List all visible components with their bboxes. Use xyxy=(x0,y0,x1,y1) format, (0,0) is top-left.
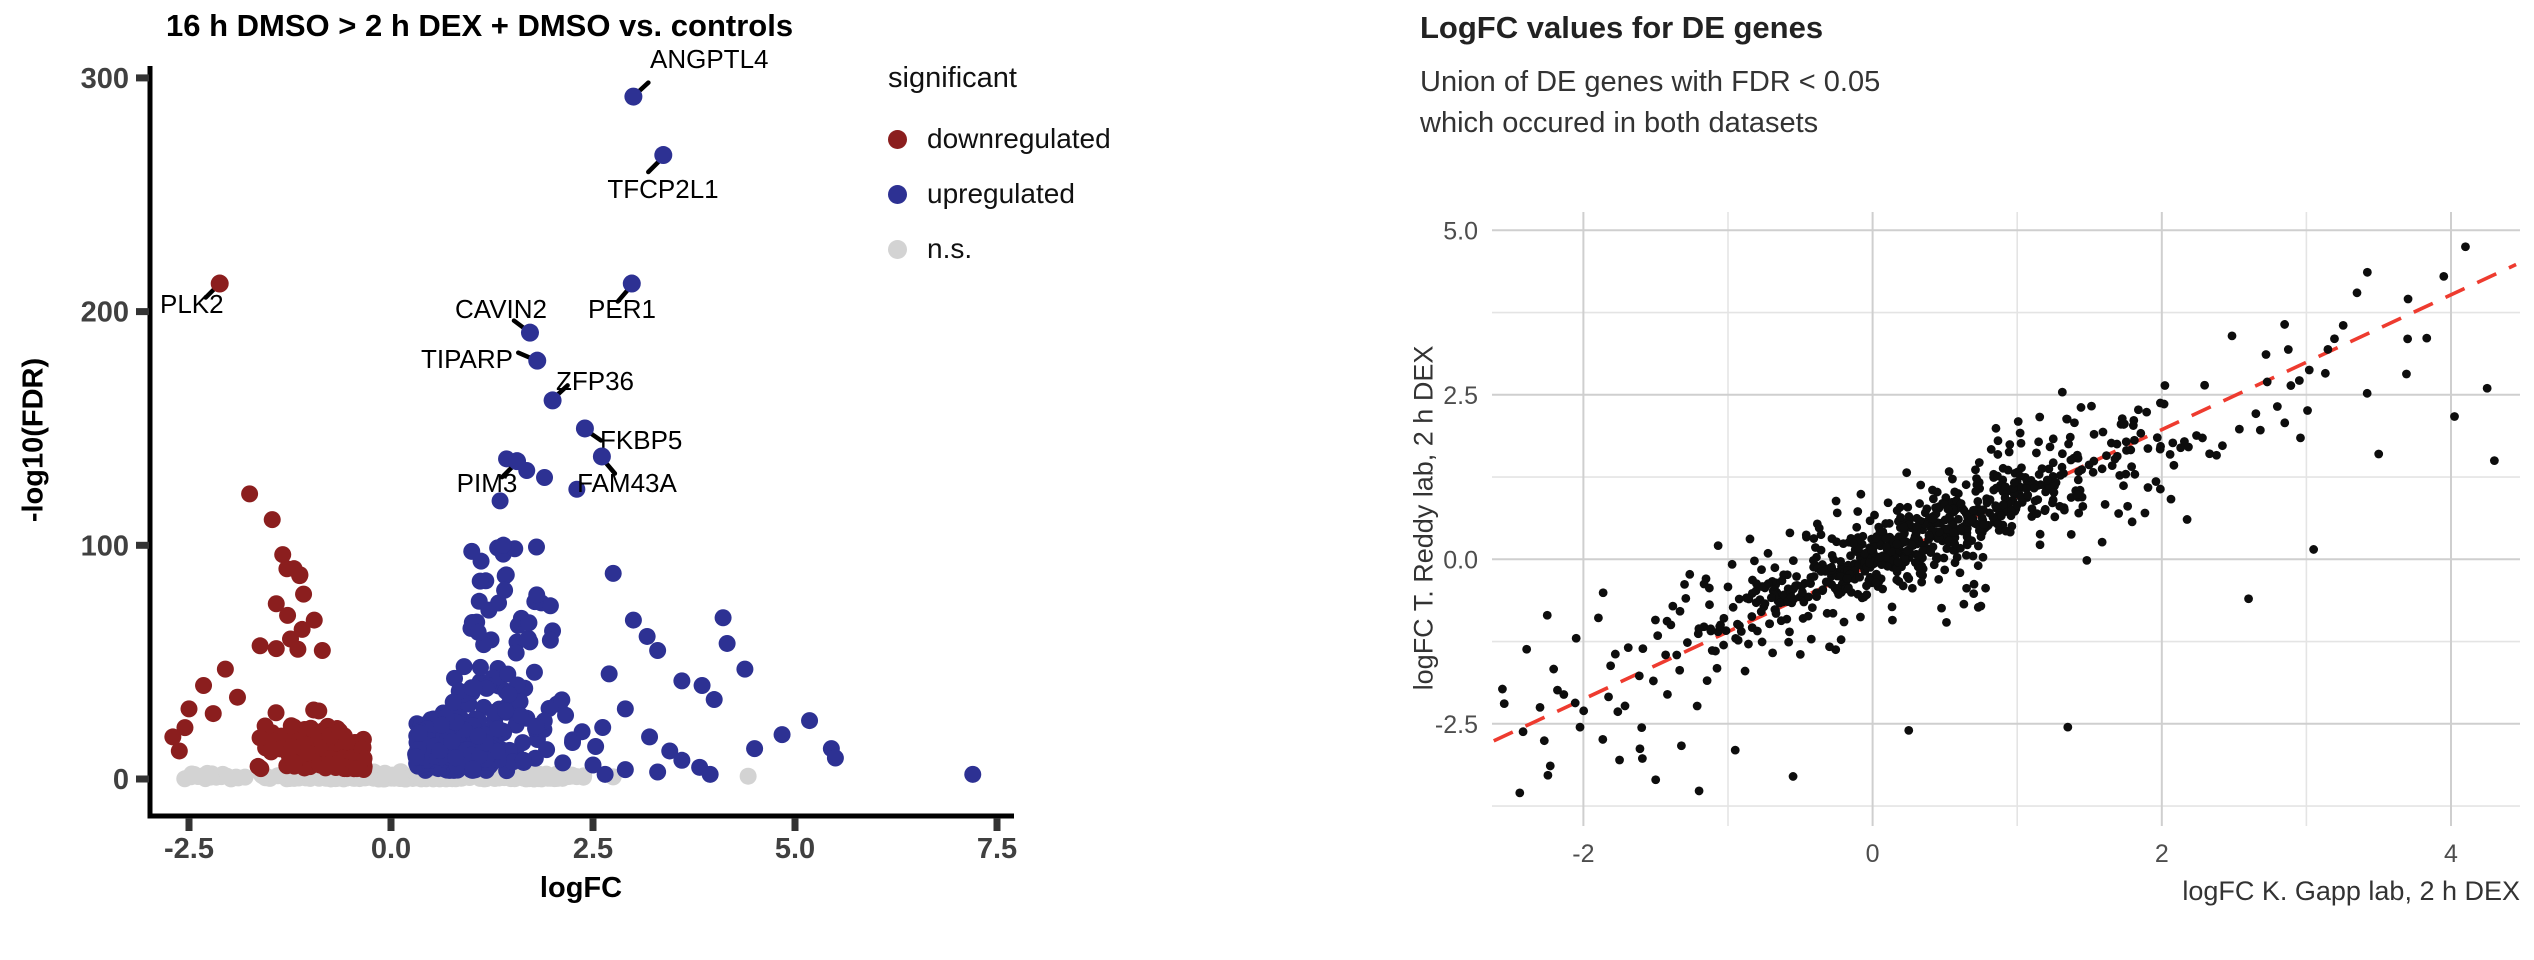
scatter-y-tick-label: 5.0 xyxy=(1443,217,1478,245)
upregulated-dot-icon xyxy=(888,184,907,204)
y-tick-mark xyxy=(136,308,149,316)
downregulated-dot-icon xyxy=(888,129,907,149)
volcano-x-tick-label: -2.5 xyxy=(164,833,214,865)
legend-item-label: downregulated xyxy=(927,123,1111,154)
gene-point-CAVIN2 xyxy=(520,323,539,342)
volcano-x-tick-label: 7.5 xyxy=(977,833,1017,865)
x-tick-mark xyxy=(993,818,1001,831)
gene-label-PIM3: PIM3 xyxy=(457,468,518,498)
legend-item-ns: n.s. xyxy=(888,233,1111,265)
scatter-x-tick-label: -2 xyxy=(1572,840,1594,868)
gene-point-TIPARP xyxy=(528,351,547,370)
volcano-points-up xyxy=(407,450,982,783)
ns-dot-icon xyxy=(888,239,907,259)
scatter-y-axis-label: logFC T. Reddy lab, 2 h DEX xyxy=(1408,345,1439,691)
scatter-points xyxy=(1498,242,2499,798)
volcano-gene-annotations: PLK2 ANGPTL4 TFCP2L1 PER1 CAVIN2 TIPARP ZFP36 F… xyxy=(160,44,769,498)
gene-label-FKBP5: FKBP5 xyxy=(600,425,682,455)
scatter-subtitle-line2: which occured in both datasets xyxy=(1420,107,1819,139)
volcano-legend: significant downregulated upregulated n.… xyxy=(888,62,1111,288)
volcano-points-down xyxy=(164,485,373,778)
gene-label-PLK2: PLK2 xyxy=(160,289,224,319)
volcano-y-tick-label: 200 xyxy=(81,297,129,329)
x-tick-mark xyxy=(589,818,597,831)
legend-item-label: upregulated xyxy=(927,178,1075,209)
gene-point-FAM43A xyxy=(592,447,611,466)
volcano-x-axis-label: logFC xyxy=(539,872,623,904)
gene-label-FAM43A: FAM43A xyxy=(577,468,677,498)
gene-label-TIPARP: TIPARP xyxy=(421,344,513,374)
gene-point-ZFP36 xyxy=(543,391,562,410)
volcano-y-axis-label: -log10(FDR) xyxy=(17,357,50,523)
scatter-gridlines xyxy=(1492,212,2520,826)
y-tick-mark xyxy=(136,74,149,82)
volcano-plot: 0 100 200 300 -2.5 0.0 2.5 5.0 7.5 PLK2 ANGPTL4 TFC… xyxy=(81,44,1018,865)
x-tick-mark xyxy=(387,818,395,831)
legend-title: significant xyxy=(888,62,1017,94)
volcano-y-tick-label: 300 xyxy=(81,63,129,95)
legend-item-downregulated: downregulated xyxy=(888,123,1111,155)
gene-label-ZFP36: ZFP36 xyxy=(556,366,634,396)
gene-label-TFCP2L1: TFCP2L1 xyxy=(607,174,718,204)
scatter-x-axis-label: logFC K. Gapp lab, 2 h DEX xyxy=(2182,876,2520,906)
volcano-x-tick-label: 5.0 xyxy=(775,833,815,865)
volcano-y-tick-label: 100 xyxy=(81,530,129,562)
gene-point-FKBP5 xyxy=(575,419,594,438)
gene-point-PER1 xyxy=(622,274,641,293)
gene-point-PLK2 xyxy=(210,274,229,293)
gene-label-PER1: PER1 xyxy=(588,294,656,324)
volcano-x-tick-label: 2.5 xyxy=(573,833,613,865)
scatter-subtitle: Union of DE genes with FDR < 0.05 which … xyxy=(1420,62,1880,144)
x-tick-mark xyxy=(791,818,799,831)
scatter-y-tick-label: -2.5 xyxy=(1435,711,1478,739)
legend-item-label: n.s. xyxy=(927,233,973,264)
gene-point-ANGPTL4 xyxy=(624,87,643,106)
scatter-y-tick-label: 0.0 xyxy=(1443,546,1478,574)
gene-point-PIM3 xyxy=(508,452,527,471)
volcano-axes: 0 100 200 300 -2.5 0.0 2.5 5.0 7.5 xyxy=(81,63,1018,865)
scatter-x-tick-label: 2 xyxy=(2155,840,2169,868)
x-tick-mark xyxy=(185,818,193,831)
scatter-y-tick-label: 2.5 xyxy=(1443,382,1478,410)
scatter-x-tick-label: 4 xyxy=(2444,840,2458,868)
scatter-subtitle-line1: Union of DE genes with FDR < 0.05 xyxy=(1420,66,1881,98)
volcano-x-tick-label: 0.0 xyxy=(371,833,411,865)
scatter-x-tick-label: 0 xyxy=(1866,840,1880,868)
volcano-y-tick-label: 0 xyxy=(113,764,129,796)
y-tick-mark xyxy=(136,775,149,783)
gene-point-TFCP2L1 xyxy=(654,146,673,165)
legend-item-upregulated: upregulated xyxy=(888,178,1111,210)
volcano-title: 16 h DMSO > 2 h DEX + DMSO vs. controls xyxy=(166,8,794,43)
gene-label-ANGPTL4: ANGPTL4 xyxy=(650,44,769,74)
y-tick-mark xyxy=(136,541,149,549)
logfc-scatter-plot: 5.0 2.5 0.0 -2.5 -2 0 2 4 xyxy=(1435,212,2520,868)
scatter-title: LogFC values for DE genes xyxy=(1420,10,1824,45)
gene-label-CAVIN2: CAVIN2 xyxy=(455,294,547,324)
